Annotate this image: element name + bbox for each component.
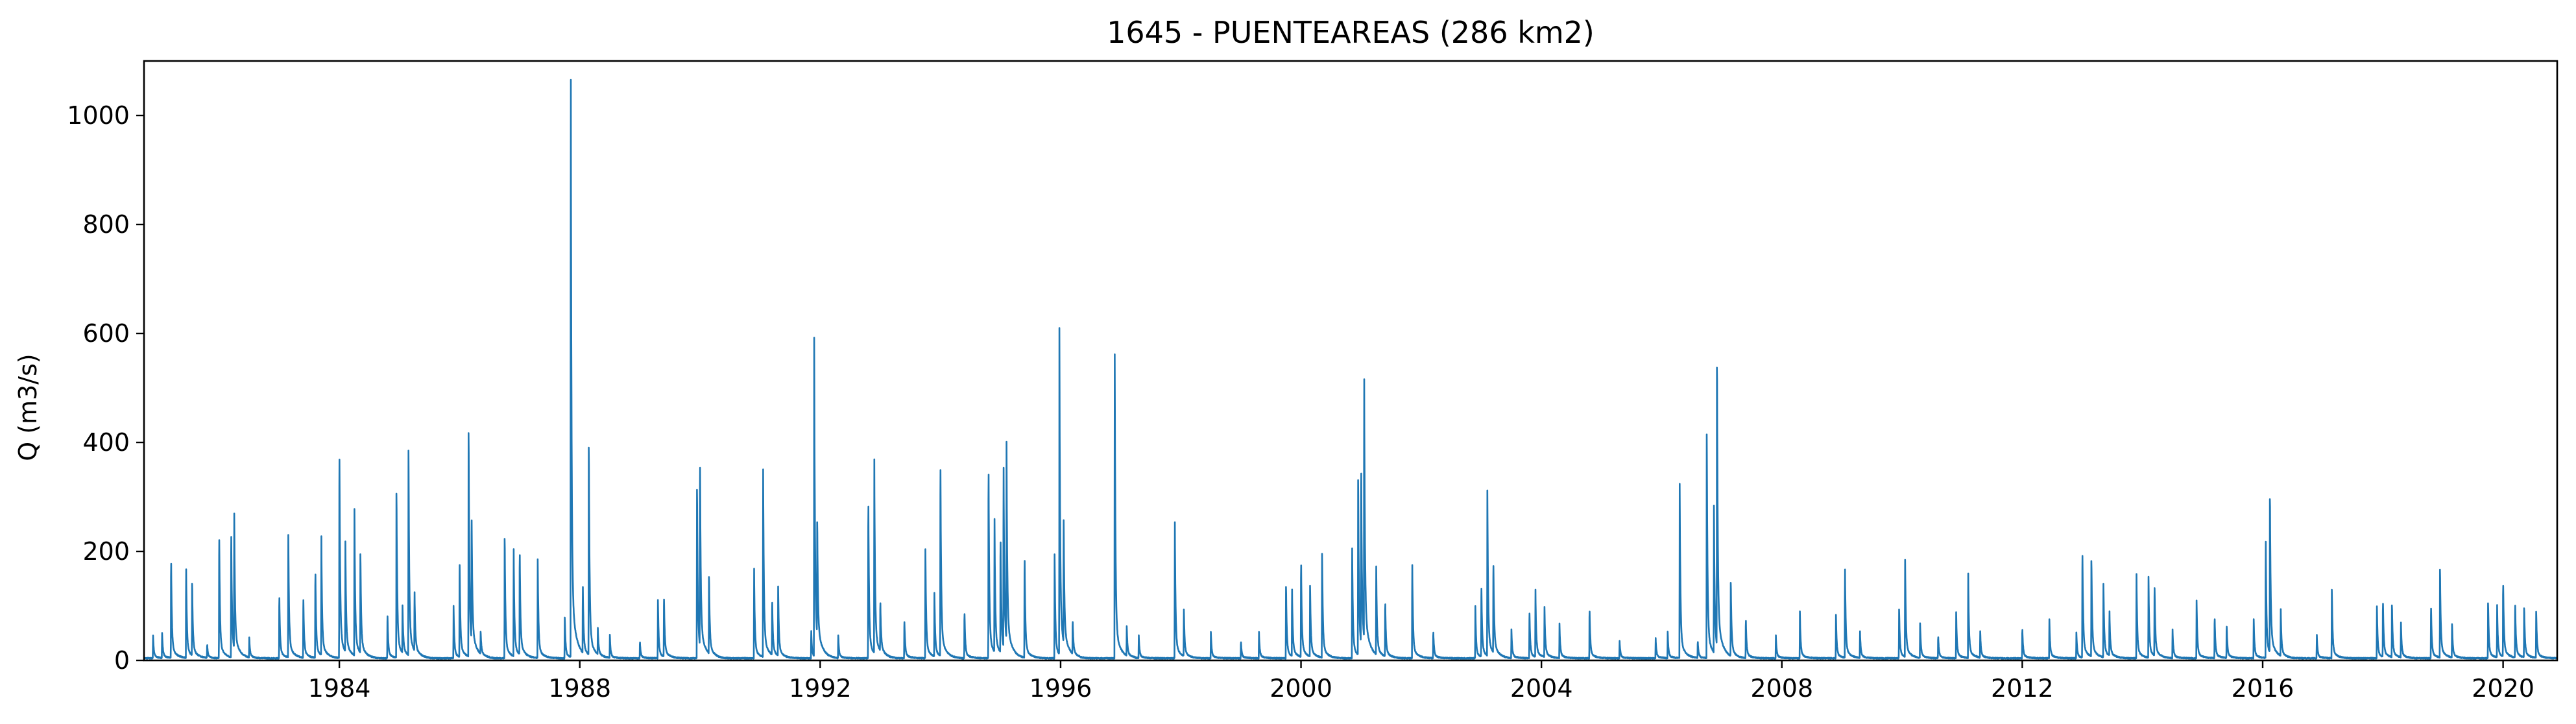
y-tick-label: 800 bbox=[82, 210, 130, 239]
x-tick-label: 2012 bbox=[1991, 674, 2054, 703]
x-tick-label: 1996 bbox=[1029, 674, 1092, 703]
x-tick-label: 2004 bbox=[1510, 674, 1573, 703]
y-tick-label: 200 bbox=[82, 537, 130, 566]
x-axis: 1984 1988 1992 1996 2000 2004 2008 2012 2016 2020 bbox=[308, 660, 2534, 703]
plot-frame bbox=[143, 60, 2558, 662]
y-tick-label: 400 bbox=[82, 428, 130, 457]
x-tick-label: 1984 bbox=[308, 674, 371, 703]
y-tick-label: 0 bbox=[114, 646, 130, 675]
x-tick-label: 1992 bbox=[789, 674, 852, 703]
y-axis: 0 200 400 600 800 1000 bbox=[67, 101, 144, 675]
y-tick-label: 1000 bbox=[67, 101, 130, 130]
x-tick-label: 2008 bbox=[1750, 674, 1813, 703]
x-tick-label: 2016 bbox=[2232, 674, 2294, 703]
x-tick-label: 1988 bbox=[548, 674, 611, 703]
y-axis-label: Q (m3/s) bbox=[14, 354, 42, 461]
discharge-series-line bbox=[143, 78, 2558, 660]
y-tick-label: 600 bbox=[82, 319, 130, 348]
chart-title: 1645 - PUENTEAREAS (286 km2) bbox=[1107, 15, 1595, 50]
x-tick-label: 2000 bbox=[1270, 674, 1332, 703]
x-tick-label: 2020 bbox=[2472, 674, 2534, 703]
